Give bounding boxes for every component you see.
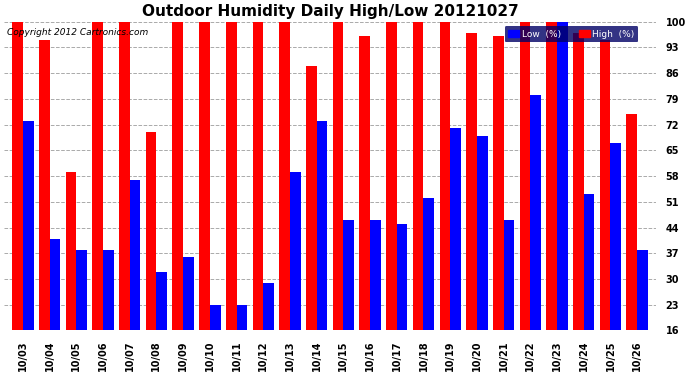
Bar [531, 95, 541, 375]
Bar [397, 224, 408, 375]
Bar [386, 22, 397, 375]
Bar [92, 22, 103, 375]
Bar [584, 195, 594, 375]
Bar [317, 121, 327, 375]
Bar [23, 121, 34, 375]
Bar [477, 136, 488, 375]
Bar [493, 36, 504, 375]
Bar [130, 180, 140, 375]
Bar [119, 22, 130, 375]
Bar [440, 22, 450, 375]
Bar [172, 22, 183, 375]
Bar [450, 128, 461, 375]
Bar [546, 22, 557, 375]
Bar [264, 283, 274, 375]
Bar [290, 172, 301, 375]
Bar [370, 220, 381, 375]
Bar [333, 22, 344, 375]
Bar [600, 40, 611, 375]
Bar [253, 22, 264, 375]
Bar [627, 114, 637, 375]
Bar [306, 66, 317, 375]
Legend: Low  (%), High  (%): Low (%), High (%) [504, 26, 638, 42]
Bar [39, 40, 50, 375]
Bar [557, 22, 568, 375]
Bar [50, 238, 60, 375]
Bar [359, 36, 370, 375]
Bar [637, 250, 648, 375]
Bar [210, 305, 221, 375]
Bar [466, 33, 477, 375]
Bar [12, 22, 23, 375]
Bar [611, 143, 621, 375]
Bar [573, 33, 584, 375]
Bar [279, 22, 290, 375]
Bar [424, 198, 434, 375]
Bar [226, 22, 237, 375]
Bar [103, 250, 114, 375]
Bar [237, 305, 247, 375]
Bar [183, 257, 194, 375]
Bar [77, 250, 87, 375]
Text: Copyright 2012 Cartronics.com: Copyright 2012 Cartronics.com [8, 28, 148, 37]
Bar [157, 272, 167, 375]
Bar [146, 132, 157, 375]
Bar [199, 22, 210, 375]
Bar [413, 22, 424, 375]
Bar [66, 172, 77, 375]
Bar [344, 220, 354, 375]
Title: Outdoor Humidity Daily High/Low 20121027: Outdoor Humidity Daily High/Low 20121027 [141, 4, 518, 19]
Bar [504, 220, 514, 375]
Bar [520, 22, 531, 375]
